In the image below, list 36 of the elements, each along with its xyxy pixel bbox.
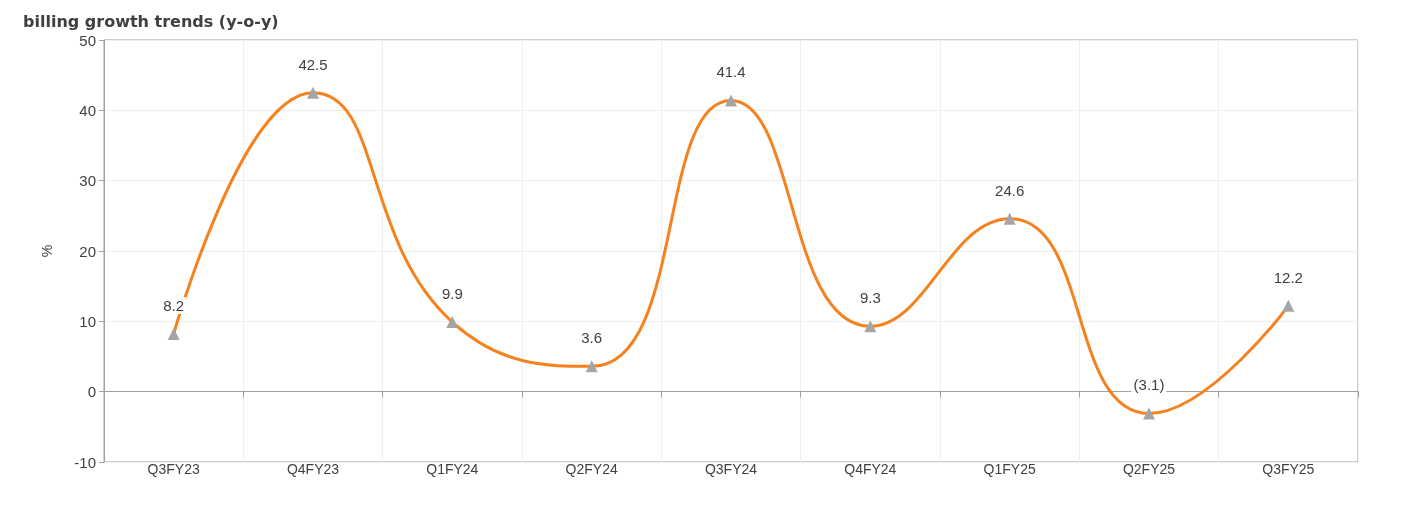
data-label: 41.4 xyxy=(716,63,746,81)
point xyxy=(585,360,598,373)
point xyxy=(307,86,319,99)
y-tick-label: 20 xyxy=(79,242,96,260)
x-tick-label: Q4FY24 xyxy=(844,461,897,477)
data-label: 42.5 xyxy=(298,55,328,73)
x-tick-label: Q1FY24 xyxy=(426,461,479,477)
data-label: 9.9 xyxy=(441,285,463,303)
point xyxy=(167,327,180,340)
point xyxy=(1003,212,1016,225)
data-label: 24.6 xyxy=(995,181,1025,199)
x-tick-label: Q2FY24 xyxy=(565,461,618,477)
chart-title: billing growth trends (y-o-y) xyxy=(23,11,279,31)
x-tick-label: Q1FY25 xyxy=(983,461,1036,477)
x-tick-label: Q2FY25 xyxy=(1122,461,1176,477)
data-label: 12.2 xyxy=(1273,268,1303,286)
data-label: 8.2 xyxy=(163,296,185,314)
point xyxy=(1143,407,1155,420)
point xyxy=(864,320,877,333)
x-tick-label: Q3FY24 xyxy=(704,461,758,477)
y-tick-label: -10 xyxy=(74,453,96,471)
x-tick-label: Q4FY23 xyxy=(286,461,340,477)
data-label: 9.3 xyxy=(859,289,881,307)
point xyxy=(446,316,459,329)
y-tick-label: 40 xyxy=(79,101,96,119)
point xyxy=(725,94,737,107)
x-tick-label: Q3FY23 xyxy=(147,461,200,477)
data-label: (3.1) xyxy=(1133,376,1165,394)
y-tick-label: 30 xyxy=(79,172,96,190)
y-tick-label: 50 xyxy=(79,31,96,49)
y-tick-label: 10 xyxy=(79,312,96,330)
data-label: 3.6 xyxy=(581,329,603,347)
x-tick-label: Q3FY25 xyxy=(1262,461,1315,477)
y-axis-title: % xyxy=(39,244,55,258)
y-tick-label: 0 xyxy=(87,383,96,401)
point xyxy=(1282,299,1295,312)
